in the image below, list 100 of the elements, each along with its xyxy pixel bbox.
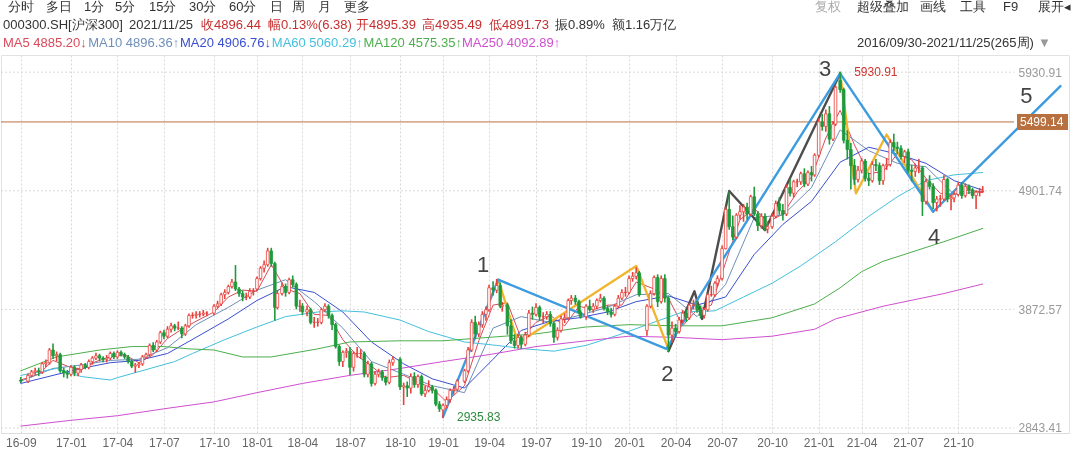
candlestick — [58, 352, 62, 373]
text: 开4895.39 — [356, 17, 416, 32]
ref-line-label: 5499.14 — [1020, 114, 1064, 129]
candlestick — [974, 190, 978, 210]
annotation: 1 — [477, 251, 490, 277]
candlestick — [659, 275, 663, 304]
text: 展开 — [1038, 0, 1064, 14]
text: 收4896.44 — [201, 17, 261, 32]
candlestick — [409, 373, 413, 394]
candlestick — [405, 381, 409, 397]
text: 2021/11/25 — [129, 17, 194, 32]
candlestick — [119, 350, 123, 357]
x-tick-label: 20-04 — [660, 435, 692, 450]
candlestick — [387, 359, 392, 385]
text: 工具 — [960, 0, 986, 14]
text: 日 — [270, 0, 283, 14]
y-tick-label: 4901.74 — [1018, 184, 1063, 199]
text: 更多 — [344, 0, 370, 14]
annotation: 2935.83 — [457, 410, 501, 425]
candlestick — [194, 311, 198, 319]
candlestick — [949, 194, 953, 211]
x-tick-label: 21-04 — [846, 435, 878, 450]
x-tick-label: 19-10 — [571, 435, 603, 450]
x-tick-label: 21-01 — [803, 435, 835, 450]
candlestick — [748, 194, 753, 216]
x-tick-label: 18-01 — [242, 435, 274, 450]
y-tick-label: 2843.41 — [1018, 421, 1063, 436]
text: 30分 — [189, 0, 217, 14]
annotation: 3 — [819, 56, 832, 81]
text: 15分 — [149, 0, 177, 14]
annotation: 4 — [928, 223, 941, 249]
text: F9 — [1003, 0, 1019, 14]
text: MA10 4896.36↑ — [88, 35, 180, 50]
x-tick-label: 20-07 — [707, 435, 739, 450]
x-tick-label: 21-07 — [893, 435, 925, 450]
candlestick — [870, 161, 875, 183]
x-tick-label: 19-01 — [428, 435, 460, 450]
candlestick — [935, 195, 939, 212]
candlestick — [863, 159, 867, 182]
x-tick-label: 19-07 — [521, 435, 553, 450]
x-tick-label: 18-04 — [287, 435, 319, 450]
x-tick-label: 18-10 — [385, 435, 417, 450]
annotation: 5930.91 — [854, 65, 898, 80]
candlestick — [305, 305, 309, 317]
text: 月 — [318, 0, 331, 14]
text: 2016/09/30-2021/11/25(265周) — [857, 35, 1034, 50]
x-tick-label: 17-10 — [199, 435, 231, 450]
text: 复权 — [815, 0, 841, 14]
text: 振0.89% — [555, 17, 606, 32]
candlestick — [491, 281, 495, 296]
annotation: 5 — [1020, 83, 1033, 109]
x-tick-label: 19-04 — [474, 435, 506, 450]
y-tick-label: 5930.91 — [1018, 65, 1063, 80]
text: 幅0.13%(6.38) — [268, 17, 352, 32]
text: 5分 — [115, 0, 136, 14]
text: ▼ — [1038, 35, 1051, 50]
candlestick — [244, 292, 248, 301]
line-series — [20, 283, 984, 427]
candlestick — [351, 351, 356, 372]
x-tick-label: 21-10 — [943, 435, 975, 450]
text: MA250 4092.89↑ — [462, 35, 561, 50]
text: 多日 — [46, 0, 72, 14]
text: MA5 4885.20↓ — [3, 35, 87, 50]
text: 60分 — [229, 0, 257, 14]
text: MA120 4575.35↑ — [363, 35, 462, 50]
text: ◂ — [1064, 0, 1071, 14]
candlestick — [566, 298, 570, 320]
candlestick — [888, 139, 892, 167]
text: 1分 — [84, 0, 105, 14]
x-tick-label: 17-04 — [102, 435, 134, 450]
x-tick-label: 20-10 — [757, 435, 789, 450]
candlestick — [348, 346, 352, 376]
text: MA20 4906.76↓ — [180, 35, 272, 50]
text: 超级叠加 — [857, 0, 909, 14]
x-tick-label: 17-07 — [149, 435, 181, 450]
candlestick — [824, 109, 828, 132]
candlestick — [498, 282, 502, 309]
candlestick — [637, 270, 641, 297]
candlestick — [401, 382, 406, 405]
text: MA60 5060.29↑ — [271, 35, 363, 50]
candlestick — [967, 184, 971, 195]
candlestick — [362, 351, 366, 378]
y-tick-label: 3872.57 — [1018, 302, 1063, 317]
candlestick — [205, 311, 209, 317]
x-tick-label: 18-07 — [335, 435, 367, 450]
candlestick — [37, 367, 41, 377]
candlestick — [176, 321, 180, 331]
candlestick — [670, 321, 674, 343]
annotation: 2 — [661, 360, 674, 386]
text: 额1.16万亿 — [612, 17, 677, 32]
text: 高4935.49 — [422, 17, 482, 32]
x-tick-label: 17-01 — [56, 435, 88, 450]
chart-title: 000300.SH[沪深300] — [3, 17, 123, 32]
candlestick — [917, 159, 921, 174]
candlestick — [877, 162, 882, 185]
text: 分时 — [8, 0, 34, 14]
candlestick — [545, 311, 549, 320]
text: 画线 — [920, 0, 946, 14]
candlestick — [820, 114, 824, 131]
x-tick-label: 20-01 — [614, 435, 646, 450]
